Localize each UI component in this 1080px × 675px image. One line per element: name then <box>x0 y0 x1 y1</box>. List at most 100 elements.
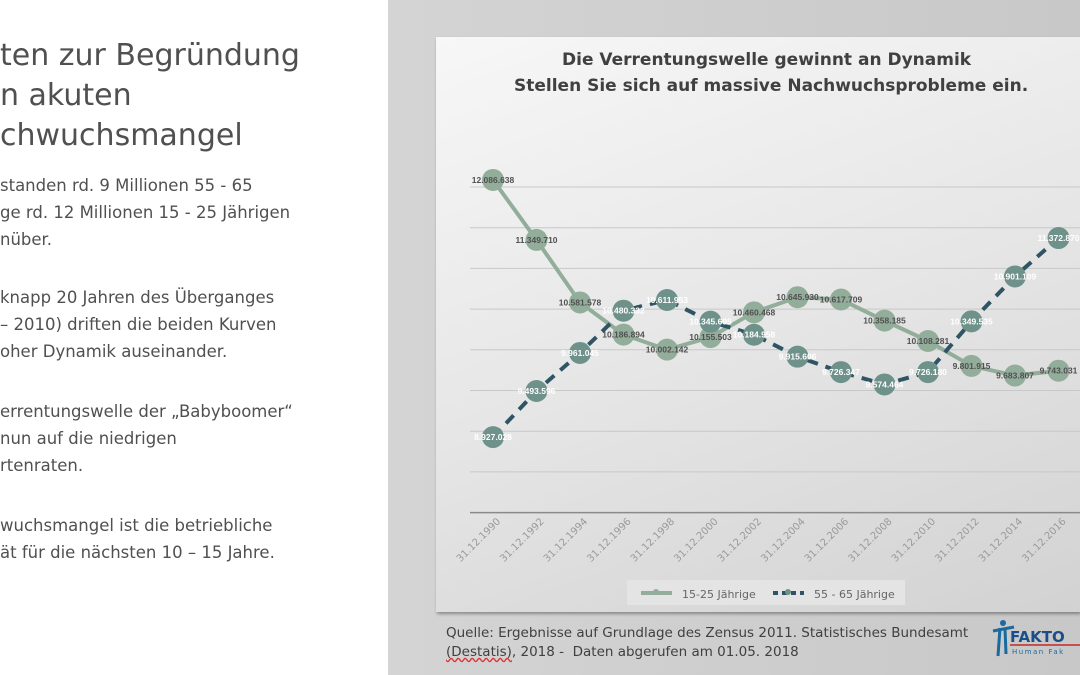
data-label: 9.961.045 <box>561 348 599 358</box>
source-line-2: (Destatis), 2018 - Daten abgerufen am 01… <box>446 643 968 662</box>
x-tick-label: 31.12.2004 <box>759 516 807 564</box>
data-point <box>960 310 983 333</box>
person-logo-icon: FAKTO Human Fak <box>992 620 1080 657</box>
data-label: 9.743.031 <box>1040 366 1078 376</box>
data-point <box>656 338 678 361</box>
text-line: standen rd. 9 Millionen 55 - 65 <box>0 176 253 195</box>
legend-box <box>627 580 905 605</box>
data-point <box>917 329 939 352</box>
chart-subtitle: Stellen Sie sich auf massive Nachwuchspr… <box>514 76 1029 96</box>
data-label: 10.581.578 <box>559 297 602 307</box>
title-line: n akuten <box>0 78 132 113</box>
x-tick-label: 31.12.1998 <box>629 516 677 564</box>
x-tick-label: 31.12.2000 <box>672 516 720 564</box>
logo-text: FAKTO <box>1010 628 1065 646</box>
data-point <box>1047 359 1070 382</box>
data-point <box>830 361 852 384</box>
x-tick-label: 31.12.1996 <box>585 516 633 564</box>
x-tick-label: 31.12.1990 <box>455 516 503 564</box>
paragraph-2: knapp 20 Jahren des Überganges – 2010) dr… <box>0 284 276 365</box>
data-point <box>917 361 939 384</box>
x-tick-label: 31.12.2002 <box>716 516 764 564</box>
data-label: 10.108.281 <box>907 336 950 346</box>
data-point <box>699 310 722 333</box>
x-tick-label: 31.12.1992 <box>498 516 546 564</box>
legend-marker-15-25 <box>653 589 659 595</box>
data-label: 9.726.347 <box>822 367 860 377</box>
text-line: nun auf die niedrigen <box>0 429 177 448</box>
text-line: errentungswelle der „Babyboomer“ <box>0 402 293 421</box>
source-date: , 2018 - Daten abgerufen am 01.05. 2018 <box>511 644 799 660</box>
data-label: 10.186.894 <box>602 330 645 340</box>
data-point <box>830 288 852 311</box>
data-label: 12.086.638 <box>472 175 515 185</box>
title-line: ten zur Begründung <box>0 38 300 73</box>
chart-legend: 15-25 Jährige 55 - 65 Jährige <box>627 580 905 605</box>
data-label: 9.726.180 <box>909 367 947 377</box>
data-point <box>525 380 548 403</box>
data-label: 9.801.915 <box>953 361 991 371</box>
paragraph-1: standen rd. 9 Millionen 55 - 65 ge rd. 12… <box>0 172 290 253</box>
data-label: 9.683.807 <box>996 371 1034 381</box>
data-point <box>612 299 635 322</box>
data-label: 9.915.606 <box>779 352 817 362</box>
data-label: 11.372.870 <box>1037 233 1079 243</box>
data-point <box>569 341 591 364</box>
paragraph-4: wuchsmangel ist die betriebliche ät für d… <box>0 512 275 566</box>
chart-title: Die Verrentungswelle gewinnt an Dynamik <box>562 50 972 70</box>
text-line: ge rd. 12 Millionen 15 - 25 Jährigen <box>0 203 291 222</box>
paragraph-3: errentungswelle der „Babyboomer“ nun auf … <box>0 398 293 479</box>
x-tick-label: 31.12.2016 <box>1020 516 1068 564</box>
data-point <box>525 228 548 251</box>
data-point <box>1004 364 1026 387</box>
data-point <box>743 323 765 346</box>
x-tick-label: 31.12.2014 <box>977 516 1025 564</box>
legend-label-15-25: 15-25 Jährige <box>682 588 756 601</box>
data-label: 10.617.709 <box>820 295 863 305</box>
data-point <box>786 286 809 309</box>
x-tick-label: 31.12.2008 <box>846 516 894 564</box>
text-line: – 2010) driften die beiden Kurven <box>0 315 277 334</box>
text-line: oher Dynamik auseinander. <box>0 342 228 361</box>
data-point <box>743 301 765 324</box>
slide-text-panel: ten zur Begründung n akuten chwuchsmangel s… <box>0 0 388 675</box>
data-point <box>699 326 722 349</box>
text-line: knapp 20 Jahren des Überganges <box>0 288 275 307</box>
legend-label-55-65: 55 - 65 Jährige <box>814 588 895 601</box>
text-line: nüber. <box>0 230 53 249</box>
data-label: 8.927.028 <box>474 432 512 442</box>
data-point <box>612 323 635 346</box>
source-note: Quelle: Ergebnisse auf Grundlage des Zen… <box>446 624 968 662</box>
data-point <box>1047 227 1070 250</box>
x-tick-label: 31.12.2006 <box>803 516 851 564</box>
slide-title: ten zur Begründung n akuten chwuchsmangel <box>0 36 300 156</box>
data-point <box>786 345 809 368</box>
x-tick-label: 31.12.2012 <box>933 516 981 564</box>
text-line: ät für die nächsten 10 – 15 Jahre. <box>0 543 275 562</box>
data-point <box>1004 265 1026 288</box>
x-tick-label: 31.12.2010 <box>890 516 938 564</box>
data-label: 10.901.109 <box>994 271 1037 281</box>
data-label: 11.349.710 <box>515 235 557 245</box>
data-point <box>569 291 591 314</box>
data-label: 10.155.503 <box>689 332 732 342</box>
data-label: 10.184.958 <box>733 330 776 340</box>
data-label: 10.345.695 <box>689 317 732 327</box>
series-line-1 <box>491 236 1060 439</box>
chart: Die Verrentungswelle gewinnt an Dynamik … <box>436 37 1080 612</box>
data-point <box>482 168 504 191</box>
data-label: 10.460.468 <box>733 307 776 317</box>
data-point <box>960 354 983 377</box>
chart-plot: 12.086.638 11.349.710 10.581.578 10.186.894… <box>455 168 1080 605</box>
source-line-1: Quelle: Ergebnisse auf Grundlage des Zen… <box>446 625 969 641</box>
data-point <box>656 288 678 311</box>
source-destatis: (Destatis) <box>446 644 512 660</box>
legend-marker-55-65 <box>785 589 791 595</box>
data-point <box>873 373 896 396</box>
data-point <box>873 309 896 332</box>
data-label: 10.002.142 <box>646 345 689 355</box>
data-label: 10.349.535 <box>950 316 993 326</box>
text-line: wuchsmangel ist die betriebliche <box>0 516 273 535</box>
logo-tagline: Human Fak <box>1012 648 1065 656</box>
text-line: rtenraten. <box>0 456 84 475</box>
